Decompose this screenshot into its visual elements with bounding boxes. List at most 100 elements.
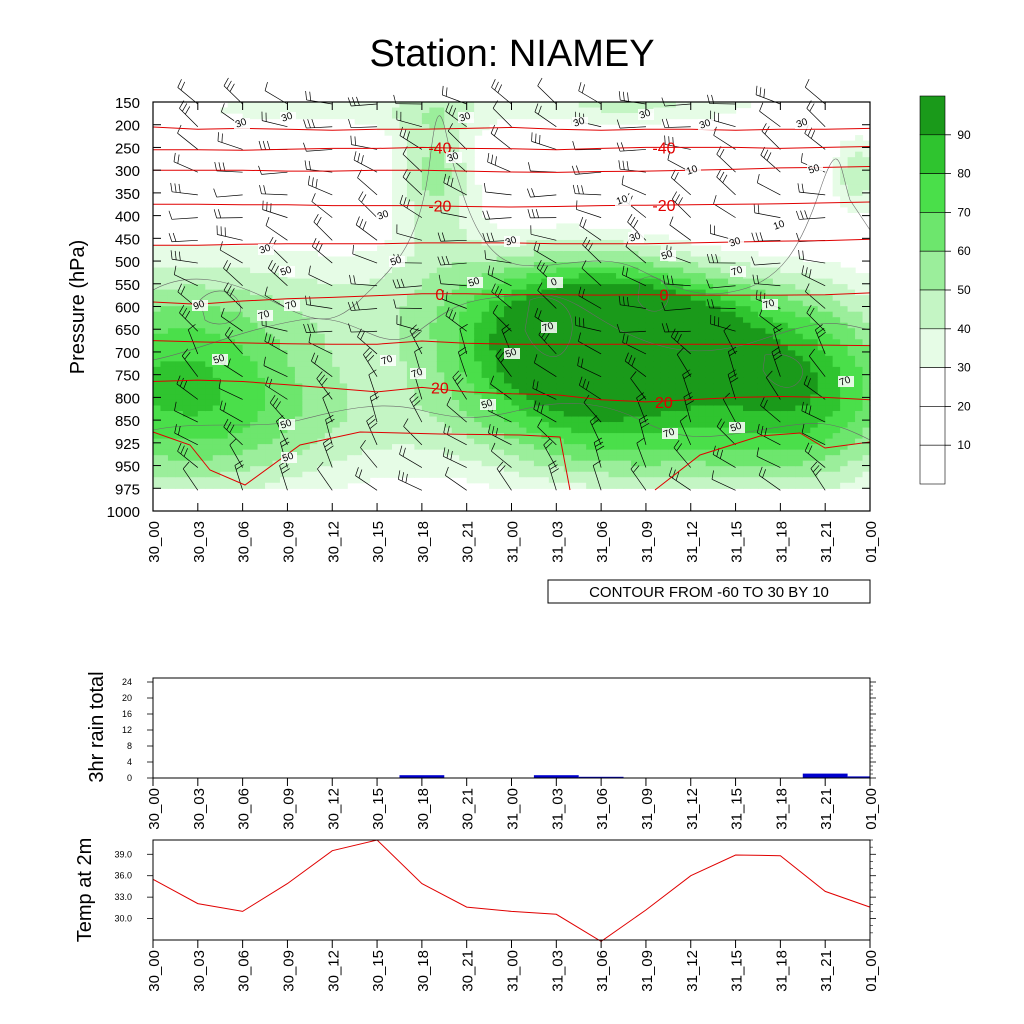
rh-cell	[354, 438, 363, 445]
rh-cell	[429, 333, 438, 340]
rh-cell	[660, 234, 669, 241]
rh-cell	[616, 361, 625, 368]
rh-cell	[504, 383, 513, 390]
rh-cell	[414, 256, 423, 263]
wind-barb	[355, 224, 378, 241]
rh-cell	[645, 383, 655, 390]
rh-cell	[750, 250, 759, 258]
rh-cell	[825, 405, 834, 412]
rh-cell	[683, 107, 692, 114]
rh-cell	[728, 262, 737, 269]
rh-cell	[720, 102, 729, 109]
rh-cell	[855, 333, 864, 340]
rh-cell	[511, 311, 520, 318]
rh-cell	[847, 399, 856, 407]
rh-cell	[235, 471, 244, 478]
rh-cell	[586, 333, 595, 340]
rh-cell	[586, 399, 595, 407]
rh-cell	[548, 228, 557, 236]
rh-cell	[167, 333, 177, 340]
rh-cell	[220, 284, 229, 291]
rh-cell	[690, 256, 699, 263]
rh-cell	[272, 306, 281, 313]
rh-cell	[593, 460, 602, 467]
rh-cell	[354, 377, 363, 385]
rh-cell	[421, 262, 430, 269]
rh-cell	[750, 300, 759, 307]
rh-cell	[399, 328, 408, 335]
rh-cell	[489, 466, 498, 473]
rh-cell	[593, 339, 602, 346]
rh-cell	[197, 328, 206, 335]
rh-cell	[279, 322, 289, 329]
rh-cell	[645, 273, 655, 280]
rh-cell	[608, 300, 617, 307]
rh-cell	[668, 295, 677, 302]
rh-cell	[645, 444, 655, 451]
rh-cell	[533, 482, 542, 489]
rh-cell	[227, 466, 236, 473]
rh-cell	[444, 146, 453, 153]
rh-cell	[578, 245, 587, 252]
rh-cell	[160, 295, 169, 302]
rh-cell	[257, 273, 266, 280]
rh-cell	[466, 460, 475, 467]
rh-cell	[862, 284, 871, 291]
rh-cell	[309, 455, 318, 462]
rh-cell	[616, 306, 625, 313]
rh-cell	[862, 399, 871, 407]
rh-cell	[294, 267, 303, 274]
rh-cell	[451, 311, 460, 318]
rh-cell	[832, 377, 841, 385]
rh-cell	[369, 449, 378, 456]
rh-cell	[324, 311, 333, 318]
rh-cell	[182, 284, 191, 291]
rh-cell	[847, 361, 856, 368]
rh-cell	[810, 405, 819, 412]
rh-cell	[653, 361, 662, 368]
rh-cell	[728, 477, 737, 484]
wind-barb-flag	[318, 374, 326, 383]
rh-cell	[533, 295, 542, 302]
rh-cell	[563, 388, 572, 396]
rh-cell	[354, 361, 363, 368]
rh-cell	[795, 284, 804, 291]
rh-cell	[272, 300, 281, 307]
rh-cell	[272, 433, 281, 440]
rh-cell	[757, 394, 767, 401]
rh-cell	[862, 383, 871, 390]
rh-cell	[735, 102, 744, 109]
rh-cell	[698, 388, 707, 396]
rh-cell	[728, 102, 737, 109]
rh-cell	[862, 173, 871, 180]
wind-barb-flag	[271, 262, 276, 272]
rh-cell	[175, 416, 184, 423]
rh-cell	[242, 295, 251, 302]
rh-cell	[294, 278, 303, 285]
rh-cell	[190, 444, 199, 451]
rh-cell	[496, 377, 505, 385]
rh-cell	[571, 322, 580, 329]
rh-cell	[384, 239, 393, 247]
rh-cell	[160, 427, 169, 434]
rh-cell	[817, 482, 826, 489]
rh-cell	[153, 339, 162, 346]
wind-barb-flag	[262, 140, 266, 150]
rh-cell	[638, 250, 647, 258]
rh-cell	[593, 267, 602, 274]
rh-cell	[466, 355, 475, 362]
rh-cell	[399, 267, 408, 274]
rh-cell	[526, 102, 535, 109]
rh-cell	[578, 333, 587, 340]
rh-cell	[743, 460, 752, 467]
rh-cell	[772, 295, 781, 302]
wind-barb	[265, 385, 288, 400]
rh-cell	[765, 388, 774, 396]
rh-cell	[265, 433, 274, 440]
rh-cell	[474, 317, 483, 324]
rh-cell	[421, 455, 430, 462]
rh-cell	[399, 278, 408, 285]
rh-cell	[668, 306, 677, 313]
wind-barb-flag	[182, 307, 188, 316]
rh-cell	[421, 449, 430, 456]
